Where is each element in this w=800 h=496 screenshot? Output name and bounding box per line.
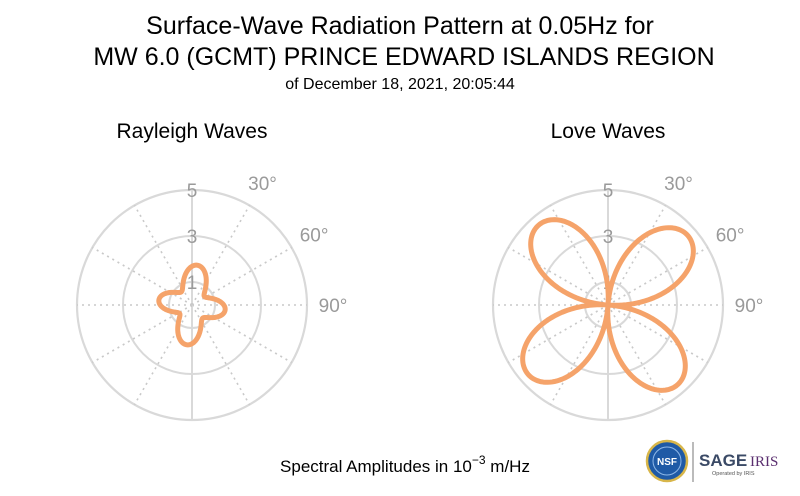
radial-tick-label: 3 bbox=[603, 227, 614, 248]
axis-caption-suffix: m/Hz bbox=[486, 457, 530, 476]
radial-tick-label: 1 bbox=[187, 273, 198, 294]
chart-subtitle: of December 18, 2021, 20:05:44 bbox=[285, 76, 515, 93]
nsf-logo: NSF bbox=[645, 439, 689, 483]
polar-spoke-240 bbox=[508, 304, 609, 364]
polar-plot-rayleigh: 1 3 5 30° 60° 90° bbox=[75, 174, 348, 422]
chart-title-line2: MW 6.0 (GCMT) PRINCE EDWARD ISLANDS REGI… bbox=[93, 43, 714, 71]
angle-tick-label: 90° bbox=[319, 296, 348, 317]
polar-spoke-150 bbox=[607, 304, 667, 405]
polar-spoke-60 bbox=[607, 246, 708, 306]
panel-title-love: Love Waves bbox=[551, 120, 666, 143]
axis-caption-prefix: Spectral Amplitudes in 10 bbox=[280, 457, 472, 476]
radiation-pattern-line bbox=[156, 262, 228, 348]
nsf-logo-text: NSF bbox=[657, 457, 677, 468]
angle-tick-label: 30° bbox=[248, 174, 277, 195]
polar-spoke-210 bbox=[549, 304, 609, 405]
operated-by-text: Operated by IRIS bbox=[712, 471, 755, 477]
chart-title-line1: Surface-Wave Radiation Pattern at 0.05Hz… bbox=[146, 12, 654, 40]
polar-plot-love: 135 30°60°90° bbox=[491, 174, 764, 422]
polar-spoke-120 bbox=[607, 304, 708, 364]
polar-spoke-300 bbox=[92, 246, 193, 306]
radiation-pattern-line bbox=[520, 217, 696, 393]
angle-tick-label: 60° bbox=[716, 226, 745, 247]
radial-tick-label: 3 bbox=[187, 227, 198, 248]
angle-tick-label: 30° bbox=[664, 174, 693, 195]
sage-logo-text: SAGE bbox=[699, 451, 747, 470]
polar-spoke-330 bbox=[549, 205, 609, 306]
angle-tick-label: 90° bbox=[735, 296, 764, 317]
panel-title-rayleigh: Rayleigh Waves bbox=[117, 120, 268, 143]
angle-tick-label: 60° bbox=[300, 226, 329, 247]
radial-tick-label: 5 bbox=[603, 181, 614, 202]
polar-spoke-30 bbox=[191, 205, 251, 306]
polar-spoke-210 bbox=[133, 304, 193, 405]
polar-spoke-300 bbox=[508, 246, 609, 306]
polar-spoke-120 bbox=[191, 304, 292, 364]
radial-tick-label: 5 bbox=[187, 181, 198, 202]
axis-caption: Spectral Amplitudes in 10−3 m/Hz bbox=[280, 453, 530, 476]
iris-logo-text: IRIS bbox=[750, 454, 778, 470]
polar-spoke-30 bbox=[607, 205, 667, 306]
sage-iris-logo: SAGE IRIS Operated by IRIS bbox=[699, 451, 778, 477]
axis-caption-exponent: −3 bbox=[472, 453, 486, 467]
